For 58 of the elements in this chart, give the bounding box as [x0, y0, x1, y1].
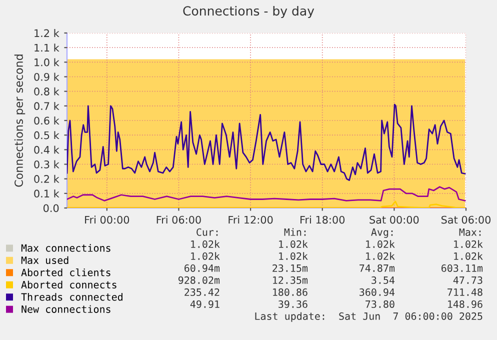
x-tick-label: Sat 00:00: [370, 216, 419, 224]
y-tick-label: 0.1 k: [34, 189, 60, 198]
x-tick-label: Fri 06:00: [156, 216, 201, 224]
y-tick-label: 1.2 k: [34, 29, 60, 37]
text: 360.94: [360, 288, 395, 296]
chart-title: Connections - by day: [183, 6, 314, 18]
text: 12.35m: [273, 276, 308, 284]
text: 3.54: [372, 276, 395, 284]
y-tick-label: 0.0: [43, 204, 59, 212]
text: 1.02k: [279, 252, 308, 260]
text: 1.02k: [454, 240, 483, 248]
text: 1.02k: [454, 252, 483, 260]
text: Avg:: [371, 228, 393, 238]
y-tick-label: 0.4 k: [34, 146, 60, 154]
text: 148.96: [448, 300, 482, 308]
y-tick-label: 1.0 k: [34, 58, 60, 66]
text: Min:: [284, 228, 306, 236]
x-tick-label: Fri 00:00: [85, 216, 130, 224]
text: 1.02k: [191, 252, 220, 260]
text: 23.15m: [272, 264, 308, 272]
x-tick-label: Fri 12:00: [228, 216, 273, 224]
text: 60.94m: [184, 264, 220, 272]
text: 180.86: [273, 288, 308, 296]
text: 47.73: [453, 276, 482, 284]
x-tick-label: Fri 18:00: [300, 216, 345, 224]
text: 39.36: [278, 300, 308, 308]
line-series: [67, 104, 466, 181]
text: 1.02k: [366, 240, 395, 248]
text: Cur:: [196, 228, 218, 236]
legend-label: Max connections: [21, 244, 110, 252]
x-tick-label: Sat 06:00: [441, 216, 491, 224]
line-series: [67, 186, 466, 202]
legend-label: New connections: [22, 305, 110, 313]
text: Max:: [459, 228, 481, 236]
text: 711.48: [448, 288, 482, 296]
text: Last update: Sat Jun 7 06:00:00 2025: [255, 312, 482, 322]
legend-label: Aborted connects: [21, 280, 116, 288]
text: 928.02m: [178, 276, 220, 284]
y-tick-label: 0.3 k: [34, 160, 60, 168]
legend-label: Aborted clients: [21, 268, 110, 276]
y-tick-label: 0.2 k: [34, 174, 60, 183]
y-tick-label: 0.5 k: [34, 131, 60, 140]
y-tick-label: 0.7 k: [34, 102, 60, 110]
text: 1.02k: [366, 252, 395, 260]
text: 73.80: [366, 300, 394, 308]
text: 1.02k: [279, 240, 308, 248]
y-tick-label: 0.8 k: [34, 87, 60, 96]
text: 603.11m: [442, 264, 483, 272]
y-tick-label: 1.1 k: [34, 44, 60, 52]
text: 235.42: [184, 288, 220, 296]
text: 74.87m: [360, 264, 395, 272]
legend-label: Max used: [21, 256, 68, 264]
y-axis-title: Connections per second: [14, 54, 26, 187]
text: 1.02k: [191, 240, 220, 248]
y-tick-label: 0.9 k: [34, 72, 60, 81]
y-tick-label: 0.6 k: [34, 116, 60, 125]
legend-label: Threads connected: [21, 292, 122, 301]
text: 49.91: [190, 300, 220, 308]
